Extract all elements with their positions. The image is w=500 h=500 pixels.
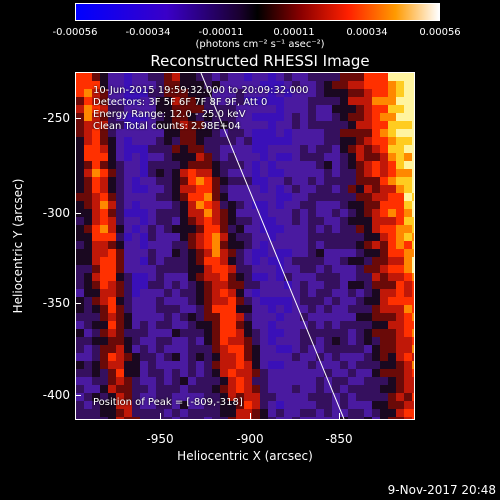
x-axis-title: Heliocentric X (arcsec) [177, 449, 313, 463]
colorbar-tick: -0.00034 [125, 27, 171, 38]
y-axis-title: Heliocentric Y (arcsec) [11, 178, 25, 314]
colorbar-gradient [76, 4, 439, 20]
colorbar-tick: 0.00056 [419, 27, 461, 38]
colorbar-tick: -0.00056 [52, 27, 98, 38]
x-tick-mark [339, 413, 340, 419]
y-tick-label: -300 [42, 206, 70, 220]
y-tick-mark [75, 213, 81, 214]
heatmap-image [76, 73, 414, 419]
x-tick-label: -950 [146, 432, 174, 446]
colorbar-tick: -0.00011 [198, 27, 244, 38]
x-tick-label: -850 [325, 432, 353, 446]
y-tick-label: -250 [42, 111, 70, 125]
footer-date: 9-Nov-2017 20:48 [387, 483, 496, 497]
heatmap-plot [75, 72, 415, 420]
x-tick-mark [160, 413, 161, 419]
peak-annotation: Position of Peak = [-809,-318] [93, 397, 243, 408]
y-tick-label: -350 [42, 296, 70, 310]
colorbar-tick: 0.00034 [346, 27, 388, 38]
colorbar-tick: 0.00011 [273, 27, 315, 38]
x-tick-label: -900 [236, 432, 264, 446]
colorbar-units: (photons cm⁻² s⁻¹ asec⁻²) [195, 39, 325, 50]
y-tick-mark [75, 118, 81, 119]
time-range-annotation: 10-Jun-2015 19:59:32.000 to 20:09:32.000 [93, 85, 309, 96]
x-tick-mark [250, 413, 251, 419]
colorbar [75, 3, 440, 21]
y-tick-mark [75, 395, 81, 396]
clean-annotation: Clean Total counts: 2.98E+04 [93, 121, 241, 132]
limb-line [200, 73, 345, 419]
energy-annotation: Energy Range: 12.0 - 25.0 keV [93, 109, 246, 120]
y-tick-mark [75, 303, 81, 304]
plot-title: Reconstructed RHESSI Image [150, 52, 370, 70]
y-tick-label: -400 [42, 388, 70, 402]
detectors-annotation: Detectors: 3F 5F 6F 7F 8F 9F, Att 0 [93, 97, 268, 108]
